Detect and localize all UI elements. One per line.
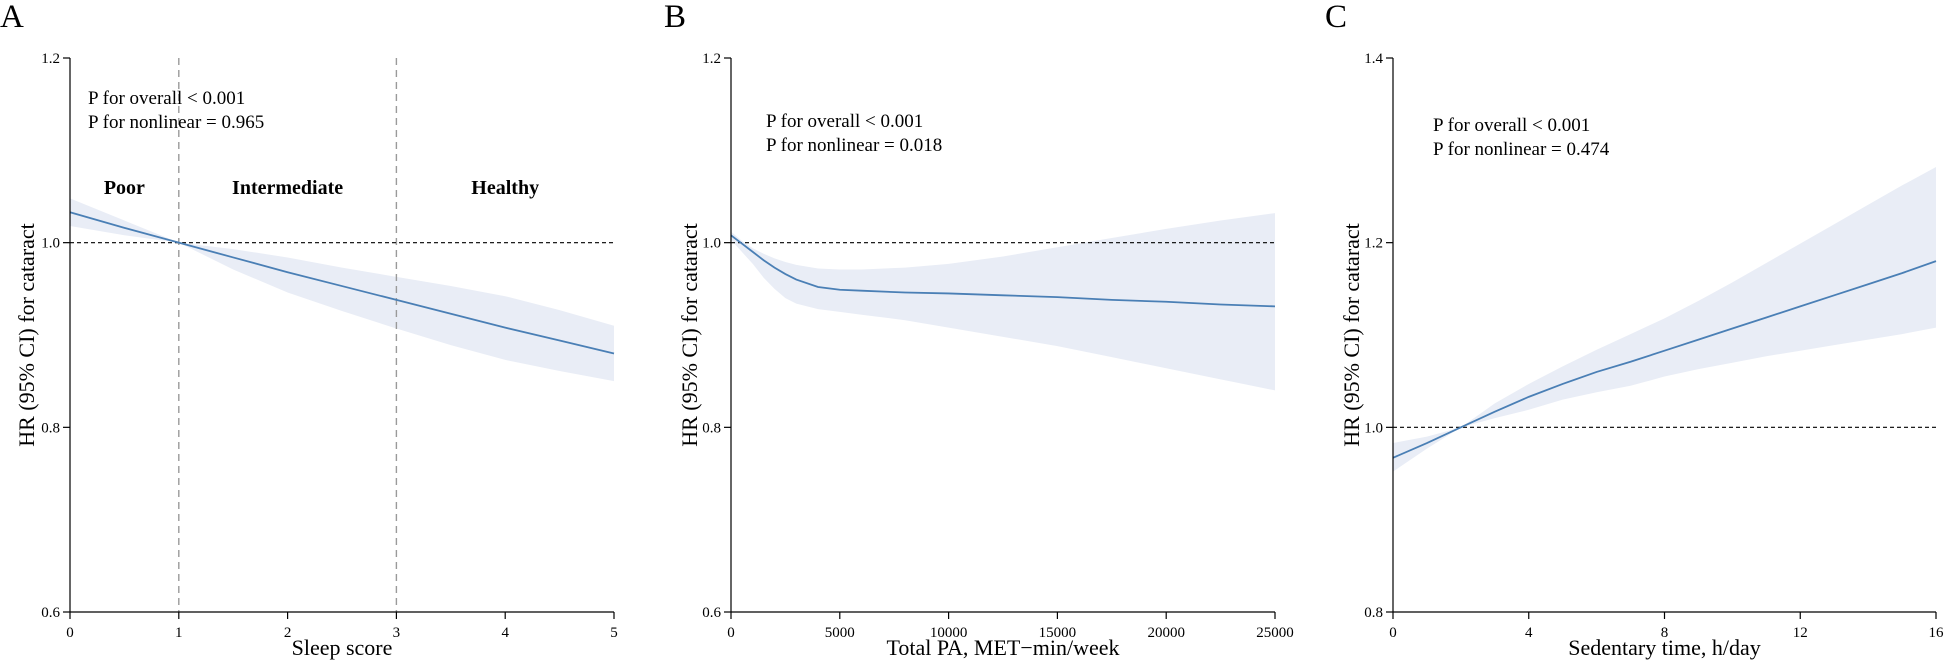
x-tick-label: 20000	[1147, 625, 1185, 641]
x-tick-label: 25000	[1256, 625, 1294, 641]
y-tick-label: 1.0	[702, 236, 721, 252]
p-value-annotation: P for nonlinear = 0.018	[766, 135, 942, 156]
x-tick-label: 3	[393, 625, 401, 641]
hr-curve	[730, 234, 1276, 308]
x-tick-label: 0	[66, 625, 74, 641]
panel-c: C 0.8 1.0 1.2 1.4 0 4 8 12 16 Sedentary time, h/da…	[1325, 0, 1944, 660]
x-tick-label: 2	[284, 625, 292, 641]
region-label-poor: Poor	[104, 177, 145, 199]
y-tick-label: 0.8	[41, 420, 60, 436]
y-tick-label: 0.8	[702, 420, 721, 436]
y-tick-label: 1.2	[41, 51, 60, 67]
y-axis-title: HR (95% CI) for cataract	[677, 223, 702, 447]
x-tick-label: 1	[175, 625, 183, 641]
region-label-healthy: Healthy	[471, 177, 539, 199]
y-tick-label: 1.2	[702, 51, 721, 67]
hr-curve	[1392, 260, 1937, 459]
x-axis-title: Total PA, MET−min/week	[886, 635, 1119, 660]
x-tick-label: 0	[1389, 625, 1397, 641]
p-value-annotation: P for overall < 0.001	[766, 111, 923, 132]
y-tick-label: 1.0	[41, 236, 60, 252]
x-tick-label: 0	[727, 625, 735, 641]
panel-letter: A	[0, 0, 24, 35]
confidence-band	[1393, 166, 1936, 472]
panel-letter: C	[1325, 0, 1347, 35]
y-tick-label: 1.2	[1364, 236, 1383, 252]
y-tick-label: 1.0	[1364, 420, 1383, 436]
panel-b: B 0.6 0.8 1.0 1.2 0 5000 10000 15000 20000 25000 To…	[664, 0, 1294, 660]
panel-a: A 0.6 0.8 1.0 1.2 0 1 2 3 4 5 Sleep score HR (95% CI…	[0, 0, 618, 660]
x-tick-label: 10000	[930, 625, 968, 641]
x-tick-label: 12	[1793, 625, 1808, 641]
y-tick-label: 0.6	[702, 605, 721, 621]
x-tick-label: 8	[1661, 625, 1669, 641]
x-axis-title: Sleep score	[292, 635, 393, 660]
p-value-annotation: P for nonlinear = 0.474	[1433, 139, 1610, 160]
confidence-band	[731, 213, 1275, 391]
p-value-annotation: P for nonlinear = 0.965	[88, 112, 264, 133]
p-value-annotation: P for overall < 0.001	[1433, 115, 1590, 136]
y-axis-title: HR (95% CI) for cataract	[1339, 223, 1364, 447]
x-tick-label: 15000	[1039, 625, 1077, 641]
x-tick-label: 5000	[825, 625, 855, 641]
y-tick-label: 1.4	[1364, 51, 1383, 67]
panel-letter: B	[664, 0, 686, 35]
x-tick-label: 4	[1525, 625, 1533, 641]
region-label-intermediate: Intermediate	[232, 177, 343, 199]
confidence-band	[70, 198, 614, 382]
y-tick-label: 0.8	[1364, 605, 1383, 621]
y-axis-title: HR (95% CI) for cataract	[14, 223, 39, 447]
x-axis-title: Sedentary time, h/day	[1568, 635, 1760, 660]
hr-curve	[69, 211, 615, 355]
y-tick-label: 0.6	[41, 605, 60, 621]
p-value-annotation: P for overall < 0.001	[88, 88, 245, 109]
x-tick-label: 4	[501, 625, 509, 641]
x-tick-label: 5	[610, 625, 618, 641]
x-tick-label: 16	[1929, 625, 1945, 641]
